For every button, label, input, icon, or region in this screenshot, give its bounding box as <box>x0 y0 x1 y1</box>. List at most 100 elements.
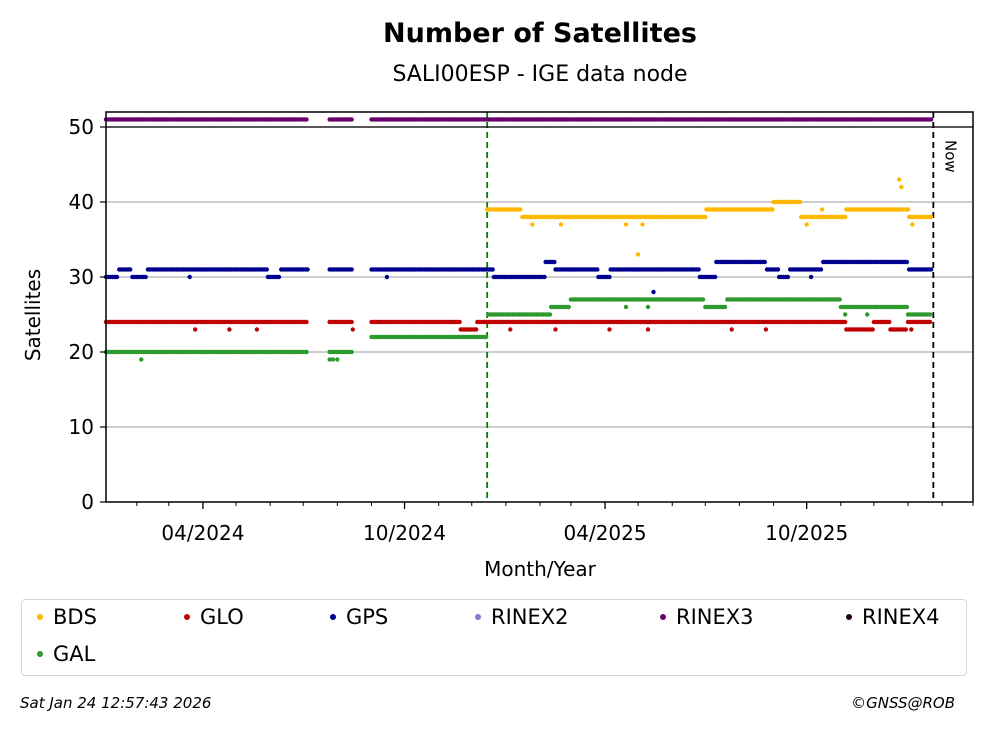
series-gal <box>103 297 933 362</box>
data-point <box>542 274 547 280</box>
data-point <box>276 274 282 280</box>
data-point <box>335 357 340 362</box>
data-point <box>703 214 708 220</box>
legend-marker-icon <box>184 614 190 620</box>
legend-marker-icon <box>660 614 666 620</box>
data-point <box>928 267 934 272</box>
data-point <box>264 267 269 272</box>
chart-subtitle: SALI00ESP - IGE data node <box>392 62 687 87</box>
data-point <box>729 327 734 332</box>
x-tick-label: 10/2024 <box>363 521 446 545</box>
data-point <box>762 259 767 265</box>
data-point <box>700 297 706 302</box>
data-point <box>114 274 120 280</box>
data-point <box>518 207 523 212</box>
data-point <box>304 117 309 122</box>
data-point <box>910 222 915 227</box>
legend-marker-icon <box>846 614 852 620</box>
vertical-markers: Now <box>486 112 959 502</box>
data-point <box>887 319 892 325</box>
data-point <box>818 267 824 272</box>
data-point <box>819 207 825 212</box>
y-axis-label: Satellites <box>21 269 45 361</box>
data-point <box>927 312 933 317</box>
legend-label: BDS <box>53 605 97 629</box>
data-point <box>928 117 934 122</box>
legend-item-rinex4: RINEX4 <box>846 605 940 629</box>
legend-item-gps: GPS <box>330 605 388 629</box>
data-point <box>927 319 933 325</box>
data-point <box>763 327 769 332</box>
y-tick-label: 30 <box>69 265 94 289</box>
data-point <box>547 312 553 317</box>
series-rinex3 <box>103 117 934 122</box>
satellites-chart: Number of Satellites SALI00ESP - IGE dat… <box>21 18 974 581</box>
data-point <box>870 327 875 332</box>
legend: BDS GLO GPS RINEX2 RINEX3 RINEX4 GAL <box>21 599 967 676</box>
data-point <box>843 319 848 325</box>
legend-label: RINEX3 <box>676 605 754 629</box>
footer-copyright: ©GNSS@ROB <box>851 694 955 712</box>
data-point <box>490 267 495 272</box>
data-point <box>904 259 910 265</box>
legend-marker-icon <box>37 651 43 657</box>
y-tick-label: 50 <box>69 115 94 139</box>
data-point <box>607 274 612 280</box>
data-point <box>899 184 904 190</box>
legend-label: RINEX2 <box>491 605 569 629</box>
legend-item-rinex3: RINEX3 <box>660 605 754 629</box>
y-tick-label: 10 <box>69 415 94 439</box>
data-point <box>635 252 641 257</box>
chart-title: Number of Satellites <box>383 18 697 49</box>
x-tick-label: 10/2025 <box>765 521 848 545</box>
data-point <box>330 357 336 362</box>
data-point <box>227 327 232 332</box>
legend-item-bds: BDS <box>37 605 97 629</box>
data-point <box>797 199 803 205</box>
data-point <box>349 267 354 272</box>
data-point <box>837 297 842 302</box>
series-bds <box>485 177 934 257</box>
data-point <box>139 357 144 362</box>
data-point <box>254 327 260 332</box>
data-point <box>566 304 571 310</box>
data-point <box>640 222 645 227</box>
data-point <box>350 327 355 332</box>
data-point <box>722 304 728 310</box>
data-point <box>904 304 910 310</box>
data-points <box>103 117 934 362</box>
y-tick-label: 20 <box>69 340 94 364</box>
data-point <box>187 274 192 280</box>
legend-marker-icon <box>330 614 336 620</box>
data-point <box>349 319 354 325</box>
legend-label: GPS <box>346 605 389 629</box>
data-point <box>843 312 848 317</box>
legend-item-glo: GLO <box>184 605 244 629</box>
data-point <box>607 327 612 332</box>
data-point <box>645 304 651 310</box>
legend-label: RINEX4 <box>862 605 940 629</box>
data-point <box>897 177 902 182</box>
data-point <box>558 222 564 227</box>
data-point <box>508 327 513 332</box>
data-point <box>384 274 390 280</box>
data-point <box>143 274 148 280</box>
data-point <box>304 319 309 325</box>
data-point <box>553 327 558 332</box>
data-point <box>909 327 914 332</box>
data-point <box>327 357 332 362</box>
x-tick-label: 04/2024 <box>161 521 244 545</box>
plot-frame <box>105 111 974 503</box>
data-point <box>552 259 557 265</box>
data-point <box>696 267 701 272</box>
data-point <box>349 349 354 355</box>
axes: 0 10 20 30 40 50 04/2024 10/2024 04/2025 10/2025 <box>69 115 974 545</box>
data-point <box>865 312 870 317</box>
data-point <box>808 274 814 280</box>
data-point <box>770 207 775 212</box>
x-axis-label: Month/Year <box>484 557 597 581</box>
data-point <box>928 214 934 220</box>
data-point <box>905 207 911 212</box>
series-gps <box>103 259 934 295</box>
data-point <box>349 117 354 122</box>
